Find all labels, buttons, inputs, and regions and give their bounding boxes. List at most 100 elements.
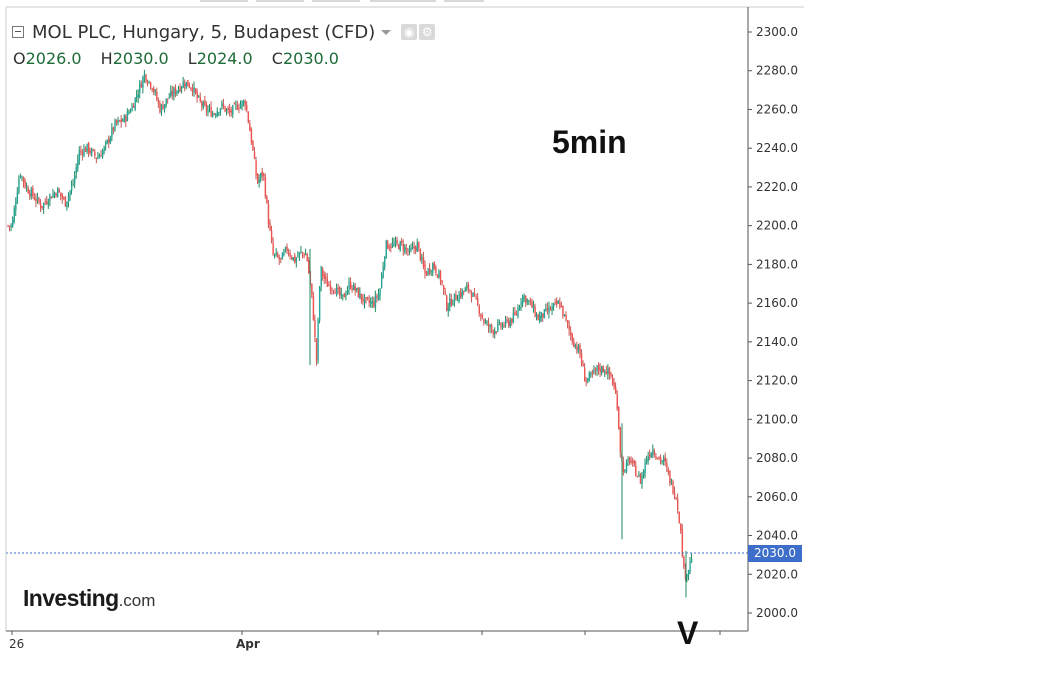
candle-body — [311, 283, 313, 295]
candle-body — [472, 292, 474, 297]
candle-body — [222, 104, 225, 107]
candle-body — [587, 378, 589, 382]
candle-body — [303, 253, 305, 257]
candle-body — [145, 74, 147, 82]
candle-body — [120, 119, 122, 123]
candle-body — [60, 192, 62, 196]
candle-body — [95, 157, 98, 159]
x-axis[interactable]: 26 Apr — [9, 631, 721, 651]
candle-body — [153, 88, 155, 93]
candle-body — [103, 146, 105, 151]
eye-icon[interactable]: ◉ — [401, 24, 418, 40]
caret-down-icon[interactable] — [381, 29, 392, 35]
candle-body — [532, 305, 535, 310]
candle-body — [517, 308, 519, 317]
y-tick-label: 2240.0 — [756, 141, 798, 155]
y-tick-label: 2300.0 — [756, 25, 798, 39]
candle-body — [653, 451, 656, 455]
candle-body — [171, 91, 174, 96]
candle-body — [356, 288, 358, 290]
candle-body — [256, 174, 259, 183]
candle-body — [686, 574, 688, 577]
candle-body — [650, 452, 653, 458]
candle-body — [548, 307, 550, 313]
y-axis[interactable]: 2300.0 2280.0 2260.0 2240.0 2220.0 2200.0 2180… — [748, 25, 798, 620]
candle-body — [464, 288, 467, 292]
candle-body — [315, 338, 318, 361]
top-toolbar-tab[interactable] — [444, 0, 484, 2]
candle-body — [410, 248, 412, 250]
y-tick-label: 2200.0 — [756, 219, 798, 233]
candle-body — [500, 323, 502, 327]
candle-body — [647, 456, 649, 461]
candle-body — [263, 173, 265, 177]
candle-body — [249, 123, 251, 132]
y-tick-label: 2140.0 — [756, 335, 798, 349]
candle-body — [673, 492, 676, 498]
investing-logo: Investing.com — [23, 585, 155, 612]
candle-body — [140, 84, 143, 88]
y-tick-label: 2000.0 — [756, 606, 798, 620]
candle-body — [368, 300, 370, 304]
candle-body — [12, 219, 14, 227]
top-toolbar-tab[interactable] — [312, 0, 360, 2]
candle-body — [444, 291, 446, 295]
candle-body — [314, 320, 316, 338]
symbol-title[interactable]: MOL PLC, Hungary, 5, Budapest (CFD) — [32, 21, 376, 43]
candle-body — [225, 109, 228, 111]
candle-body — [503, 324, 505, 327]
candle-body — [475, 296, 477, 299]
candle-body — [114, 120, 116, 130]
candle-body — [664, 457, 666, 462]
candle-body — [450, 298, 453, 306]
candle-body — [342, 294, 344, 296]
candle-body — [683, 556, 685, 567]
candle-body — [393, 243, 395, 245]
candle-body — [608, 367, 611, 375]
candle-body — [424, 264, 426, 273]
top-toolbar-tab[interactable] — [370, 0, 436, 2]
collapse-icon[interactable] — [12, 26, 24, 38]
candle-body — [675, 497, 677, 499]
candle-body — [94, 151, 96, 156]
candle-body — [329, 285, 332, 291]
candle-body — [70, 185, 73, 191]
candle-body — [644, 462, 646, 473]
top-toolbar-tab[interactable] — [256, 0, 304, 2]
candle-body — [236, 105, 239, 110]
candle-body — [596, 365, 598, 371]
candle-body — [593, 369, 595, 372]
candle-body — [556, 301, 558, 305]
candle-body — [354, 286, 356, 291]
candle-body — [16, 192, 19, 203]
candle-body — [470, 292, 473, 298]
candle-body — [148, 81, 150, 83]
candle-body — [38, 198, 40, 203]
candle-body — [109, 137, 112, 144]
candle-body — [398, 244, 400, 250]
candle-body — [154, 91, 157, 93]
candle-body — [283, 251, 285, 255]
candle-body — [301, 252, 304, 254]
top-toolbar-tab[interactable] — [200, 0, 248, 2]
y-tick-label: 2080.0 — [756, 451, 798, 465]
gear-icon[interactable]: ⚙ — [419, 24, 436, 40]
timeframe-annotation: 5min — [552, 124, 627, 160]
candle-body — [535, 314, 538, 318]
candle-body — [690, 558, 693, 563]
candle-body — [577, 346, 580, 353]
candle-body — [157, 100, 160, 103]
candle-body — [241, 101, 243, 106]
candle-body — [416, 242, 418, 252]
y-tick-label: 2280.0 — [756, 64, 798, 78]
candle-body — [638, 474, 640, 476]
candle-body — [78, 150, 81, 161]
candle-body — [332, 290, 335, 292]
candle-body — [570, 331, 572, 335]
candle-body — [277, 253, 279, 258]
candle-body — [349, 281, 352, 289]
candle-body — [494, 330, 496, 334]
candle-body — [511, 318, 513, 323]
candle-body — [633, 460, 635, 465]
